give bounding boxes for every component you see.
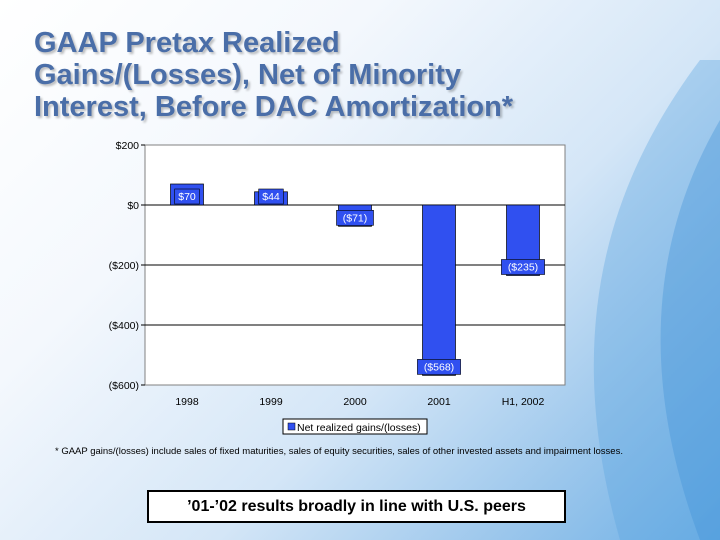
data-label-box <box>174 188 200 205</box>
y-tick-label: $200 <box>116 140 140 152</box>
bar <box>422 204 456 376</box>
x-tick-label: 1998 <box>175 396 199 408</box>
data-label-text: ($568) <box>424 361 454 373</box>
data-label-text: ($235) <box>508 262 538 274</box>
data-label-text: $70 <box>178 191 196 203</box>
x-tick-label: 2000 <box>343 396 367 408</box>
x-tick-label: H1, 2002 <box>502 396 545 408</box>
callout-box: ’01-’02 results broadly in line with U.S… <box>147 490 566 523</box>
data-label-box <box>258 188 284 205</box>
data-label-box <box>501 259 545 275</box>
x-tick-label: 2001 <box>427 396 451 408</box>
y-tick-label: ($400) <box>109 320 139 332</box>
callout-text: ’01-’02 results broadly in line with U.S… <box>187 497 526 515</box>
legend-swatch <box>287 422 296 431</box>
data-label: ($71) <box>336 210 374 226</box>
data-label: ($235) <box>501 259 545 275</box>
y-tick-label: $0 <box>127 200 139 212</box>
legend: Net realized gains/(losses) <box>282 418 428 435</box>
legend-label: Net realized gains/(losses) <box>297 422 421 434</box>
y-tick-label: ($200) <box>109 260 139 272</box>
y-axis: $200 $0 ($200) ($400) ($600) <box>109 140 145 392</box>
data-label-box <box>336 210 374 226</box>
data-label: $44 <box>258 188 284 205</box>
bars: $70 $44 ($71) ($568) ($235) <box>170 183 545 376</box>
data-label: $70 <box>174 188 200 205</box>
title-line-1: GAAP Pretax Realized <box>34 27 340 59</box>
data-label-text: ($71) <box>343 212 368 224</box>
x-axis: 1998 1999 2000 2001 H1, 2002 <box>175 396 544 408</box>
y-tick-label: ($600) <box>109 380 139 392</box>
x-tick-label: 1999 <box>259 396 283 408</box>
slide-title: GAAP Pretax Realized Gains/(Losses), Net… <box>34 27 634 123</box>
data-label-text: $44 <box>262 191 280 203</box>
data-label-box <box>417 359 461 375</box>
title-line-3: Interest, Before DAC Amortization* <box>34 91 514 123</box>
data-label: ($568) <box>417 359 461 375</box>
legend-box <box>282 418 428 435</box>
title-line-2: Gains/(Losses), Net of Minority <box>34 59 461 91</box>
footnote: * GAAP gains/(losses) include sales of f… <box>55 446 623 457</box>
